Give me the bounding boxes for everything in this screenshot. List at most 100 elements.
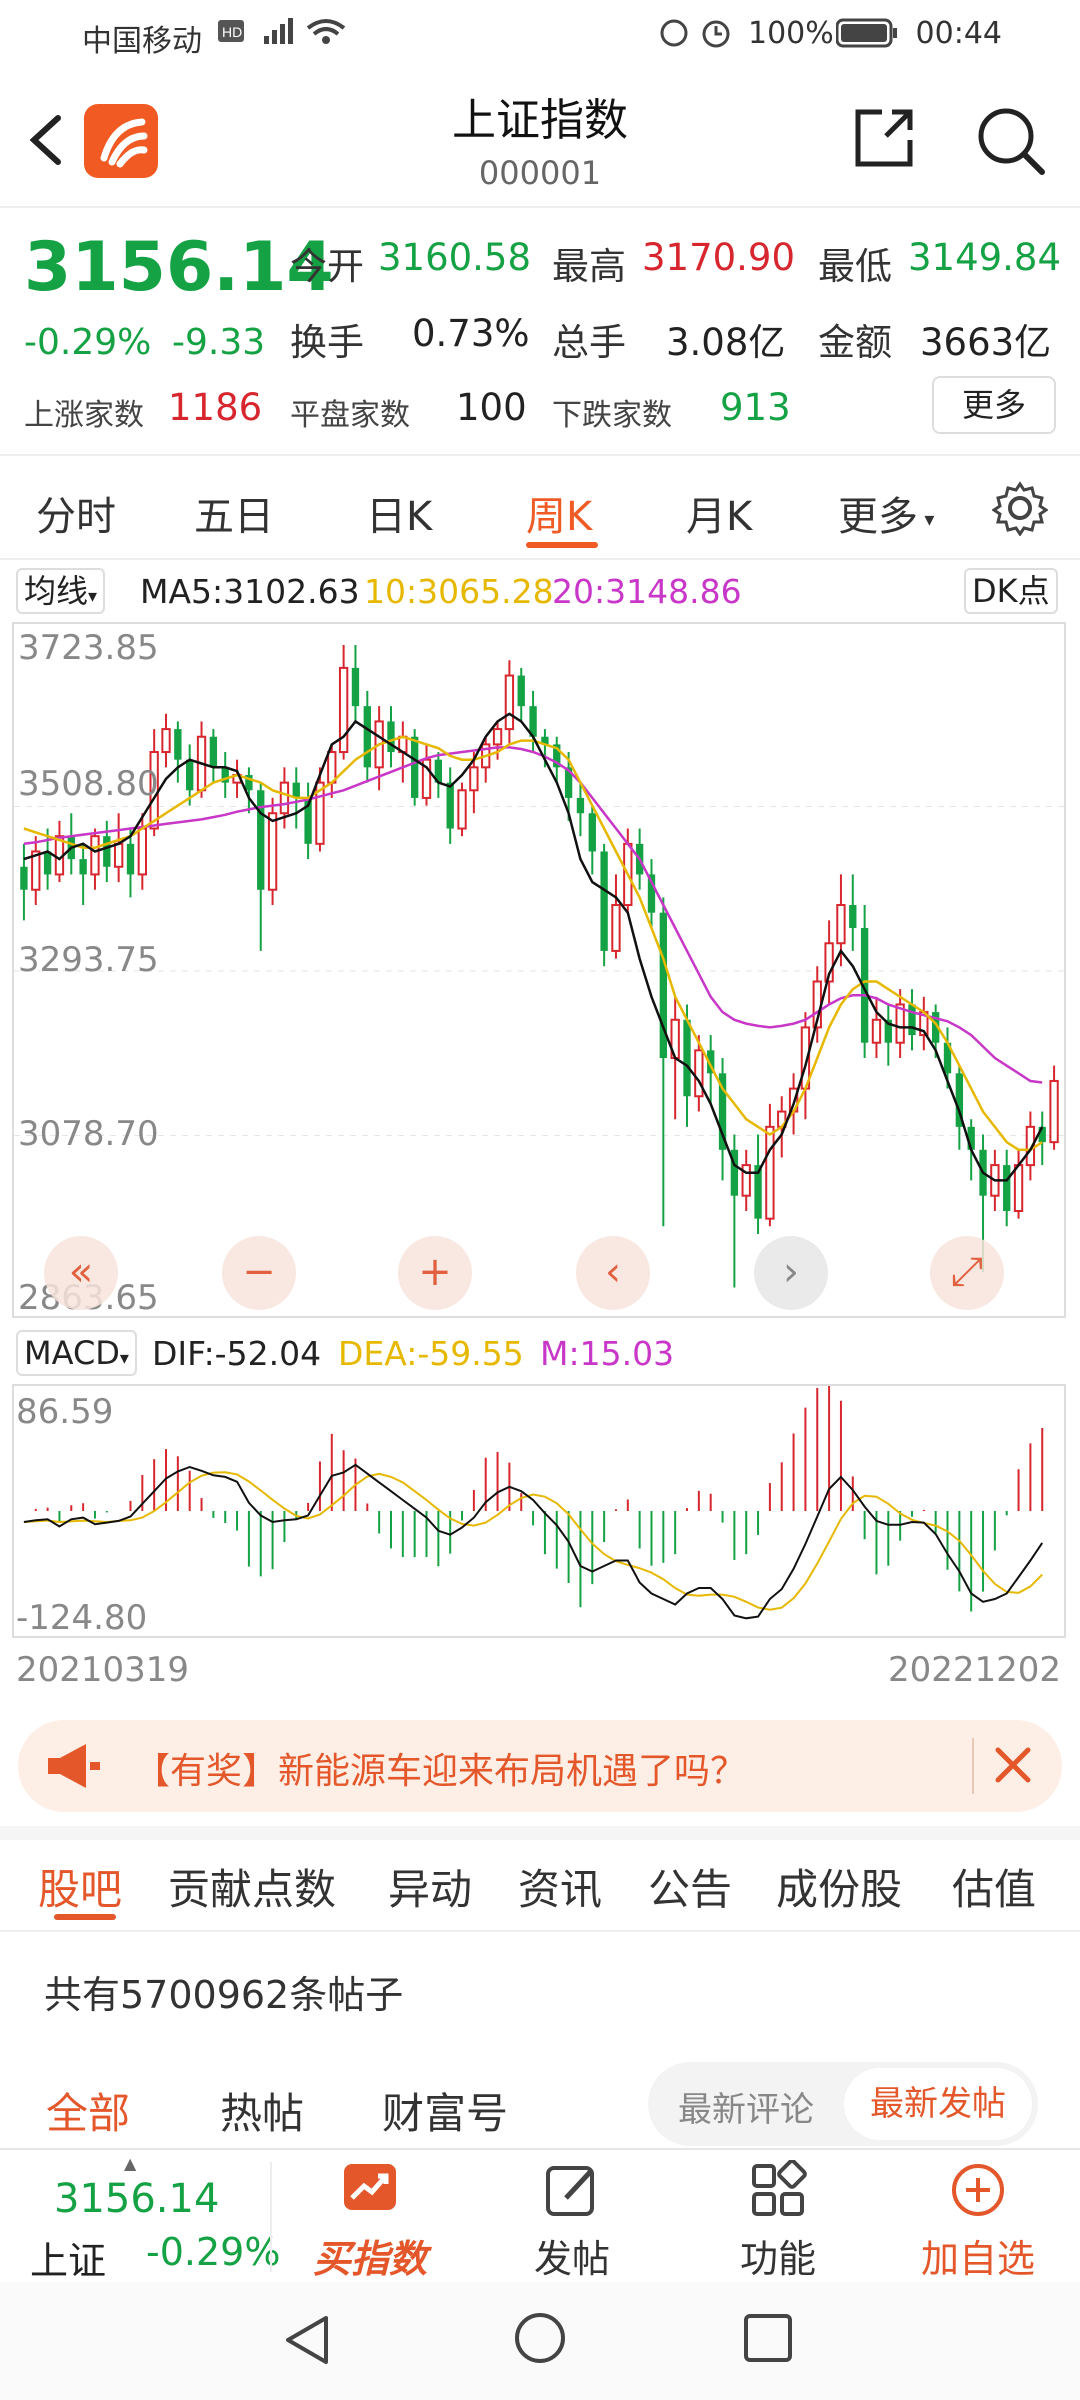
candle-body xyxy=(327,751,337,784)
ma20-value: 20:3148.86 xyxy=(552,572,742,611)
tab-valuation[interactable]: 估值 xyxy=(952,1865,1037,1914)
volume-label: 总手 xyxy=(552,321,626,364)
tab-more[interactable]: 更多 ▾ xyxy=(838,484,934,542)
back-icon[interactable] xyxy=(22,104,72,174)
sort-latest-post[interactable]: 最新发帖 xyxy=(844,2068,1032,2140)
candle-body xyxy=(351,667,360,707)
date-end: 20221202 xyxy=(888,1650,1062,1690)
share-icon[interactable] xyxy=(852,106,916,170)
down-count: 913 xyxy=(720,386,791,429)
candle-body xyxy=(908,1004,916,1036)
sort-latest-comment[interactable]: 最新评论 xyxy=(678,2090,814,2130)
ma-selector-label: 均线 xyxy=(24,572,89,610)
tab-five-day[interactable]: 五日 xyxy=(194,494,274,540)
candle-body xyxy=(955,1073,964,1127)
open-label: 今开 xyxy=(290,245,364,288)
zoom-out-button[interactable]: − xyxy=(222,1236,296,1310)
bottom-name: 上证 xyxy=(30,2239,107,2283)
bottom-percent: -0.29% xyxy=(146,2230,281,2274)
macd-selector[interactable]: MACD▾ xyxy=(16,1330,137,1376)
filter-fortune[interactable]: 财富号 xyxy=(382,2089,509,2138)
macd-chart[interactable]: 86.59 -124.80 xyxy=(12,1384,1066,1638)
tab-movement[interactable]: 异动 xyxy=(388,1865,473,1914)
candle-body xyxy=(1049,1079,1059,1144)
divider xyxy=(0,1930,1080,1932)
candle-body xyxy=(765,1125,775,1220)
tab-contribution[interactable]: 贡献点数 xyxy=(168,1865,337,1914)
nav-home-icon[interactable] xyxy=(512,2310,568,2370)
up-count: 1186 xyxy=(168,386,263,429)
scroll-right-button[interactable]: › xyxy=(754,1236,828,1310)
y-axis-label: 3723.85 xyxy=(18,628,159,668)
buy-index-button[interactable]: 买指数 xyxy=(280,2160,460,2281)
candle-body xyxy=(338,666,349,754)
functions-button[interactable]: 功能 xyxy=(688,2159,868,2281)
kline-svg xyxy=(14,644,1064,1288)
tab-news[interactable]: 资讯 xyxy=(518,1865,603,1914)
candle-body xyxy=(849,905,857,928)
macd-selector-label: MACD xyxy=(24,1334,120,1372)
candle-body xyxy=(103,836,111,867)
flat-count: 100 xyxy=(456,386,527,429)
candle-body xyxy=(860,927,869,1043)
tab-guba[interactable]: 股吧 xyxy=(38,1865,123,1914)
bottom-price: 3156.14 xyxy=(54,2176,220,2222)
more-quote-button[interactable]: 更多 xyxy=(932,376,1056,434)
battery-icon xyxy=(835,18,898,56)
zoom-in-button[interactable]: + xyxy=(398,1236,472,1310)
megaphone-icon xyxy=(42,1740,102,1796)
add-watchlist-button[interactable]: 加自选 xyxy=(888,2160,1068,2281)
functions-label: 功能 xyxy=(739,2237,816,2281)
candle-body xyxy=(161,728,171,754)
carrier-label: 中国移动 xyxy=(82,24,202,59)
promo-banner[interactable]: 【有奖】新能源车迎来布局机遇了吗？ xyxy=(18,1720,1062,1812)
ma-selector[interactable]: 均线▾ xyxy=(16,568,106,614)
post-button[interactable]: 发帖 xyxy=(482,2160,662,2281)
caret-down-icon: ▾ xyxy=(119,1348,129,1369)
filter-all[interactable]: 全部 xyxy=(46,2089,131,2138)
candle-body xyxy=(836,904,846,945)
fullscreen-button[interactable]: ⤢ xyxy=(930,1236,1004,1310)
flat-count-label: 平盘家数 xyxy=(290,398,410,433)
tab-daily-k[interactable]: 日K xyxy=(366,494,433,540)
change-value: -9.33 xyxy=(172,322,266,363)
battery-percent: 100% xyxy=(748,16,834,51)
nav-back-icon[interactable] xyxy=(280,2312,334,2372)
low-label: 最低 xyxy=(818,245,892,288)
candle-body xyxy=(694,1049,704,1098)
bottom-bar: ▲ 3156.14 上证 -0.29% 买指数 发帖 功能 加自选 xyxy=(0,2148,1080,2283)
candle-body xyxy=(611,904,621,952)
tab-more-label: 更多 xyxy=(838,494,918,540)
scroll-left-button[interactable]: ‹ xyxy=(576,1236,650,1310)
candle-body xyxy=(434,759,443,783)
tab-constituents[interactable]: 成份股 xyxy=(776,1865,903,1914)
y-axis-label: 3508.80 xyxy=(18,764,159,804)
close-icon[interactable] xyxy=(980,1732,1046,1798)
date-start: 20210319 xyxy=(16,1650,190,1690)
header-bar: 上证指数 000001 xyxy=(0,70,1080,208)
candle-body xyxy=(137,827,148,876)
dk-point-button[interactable]: DK点 xyxy=(964,568,1058,614)
system-nav-bar xyxy=(0,2282,1080,2400)
kline-chart[interactable]: 3723.85 3508.80 3293.75 3078.70 2863.65 … xyxy=(12,622,1066,1318)
candle-body xyxy=(553,744,561,768)
high-value: 3170.90 xyxy=(642,236,796,279)
tab-intraday[interactable]: 分时 xyxy=(36,494,116,540)
gear-icon[interactable] xyxy=(991,480,1049,537)
promo-text: 【有奖】新能源车迎来布局机遇了吗？ xyxy=(134,1751,747,1792)
low-value: 3149.84 xyxy=(908,236,1062,279)
buy-index-label: 买指数 xyxy=(312,2237,427,2281)
tab-weekly-k[interactable]: 周K xyxy=(526,494,593,540)
tab-announcement[interactable]: 公告 xyxy=(648,1865,733,1914)
ma5-line xyxy=(23,712,1044,1182)
nav-recents-icon[interactable] xyxy=(742,2312,794,2368)
add-watchlist-label: 加自选 xyxy=(920,2237,1035,2281)
tab-monthly-k[interactable]: 月K xyxy=(686,494,753,540)
alarm-icon xyxy=(660,16,740,58)
scroll-start-button[interactable]: « xyxy=(44,1236,118,1310)
filter-hot[interactable]: 热帖 xyxy=(220,2089,305,2138)
search-icon[interactable] xyxy=(974,104,1046,176)
candle-body xyxy=(126,843,135,875)
post-label: 发帖 xyxy=(533,2237,610,2281)
volume-value: 3.08亿 xyxy=(666,321,786,364)
